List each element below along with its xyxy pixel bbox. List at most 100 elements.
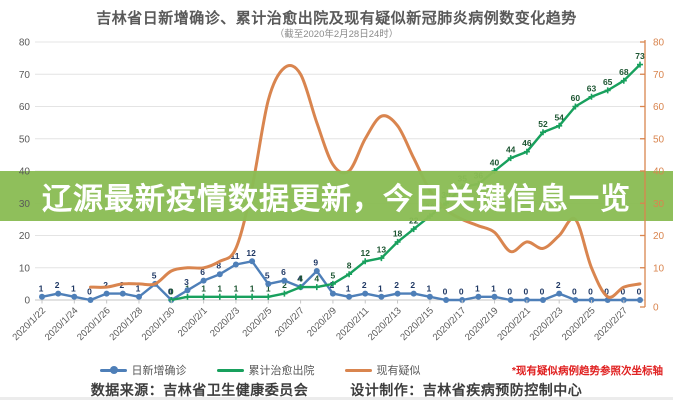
data-point-marker (346, 271, 353, 278)
data-point-label: 1 (71, 283, 76, 293)
data-point-label: 13 (377, 245, 387, 255)
left-axis-tick-label: 60 (19, 102, 31, 113)
data-point-label: 0 (523, 287, 528, 297)
x-axis-tick-label: 2020/2/15 (398, 305, 436, 343)
x-axis-tick-label: 2020/1/22 (10, 305, 48, 343)
data-point-label: 5 (152, 270, 157, 280)
legend-item-current-suspected: 现有疑似 (344, 362, 421, 378)
secondary-axis-note: *现有疑似病例趋势参照次坐标轴 (511, 365, 663, 377)
data-point-label: 6 (200, 267, 205, 277)
x-axis-tick-label: 2020/2/23 (528, 305, 566, 343)
data-point-label: 2 (103, 280, 108, 290)
data-point-marker (604, 297, 611, 303)
data-point-label: 12 (361, 248, 371, 258)
left-axis-tick-label: 20 (19, 231, 31, 242)
overlay-banner: 辽源最新疫情数据更新，今日关键信息一览 (0, 171, 673, 221)
data-point-label: 1 (217, 283, 222, 293)
data-point-marker (346, 293, 353, 300)
data-point-marker (265, 280, 272, 287)
data-point-marker (297, 284, 304, 291)
data-point-marker (329, 280, 336, 287)
data-point-label: 1 (491, 283, 496, 293)
data-point-label: 1 (185, 283, 190, 293)
data-point-label: 4 (297, 274, 302, 284)
data-point-marker (426, 293, 433, 300)
data-point-label: 2 (119, 280, 124, 290)
data-point-marker (378, 293, 385, 300)
data-point-label: 2 (410, 280, 415, 290)
x-axis-tick-label: 2020/1/26 (75, 305, 113, 343)
data-point-marker (200, 293, 207, 300)
right-axis-tick-label: 70 (653, 70, 665, 81)
data-point-label: 1 (39, 283, 44, 293)
data-point-marker (362, 290, 369, 297)
data-point-marker (313, 284, 320, 291)
data-point-marker (637, 297, 643, 303)
right-axis-tick-label: 20 (653, 231, 665, 242)
data-point-marker (200, 277, 207, 284)
data-point-label: 2 (362, 280, 367, 290)
data-point-label: 65 (603, 77, 613, 87)
data-point-marker (491, 293, 498, 300)
daily-new-line-icon (99, 366, 127, 374)
data-point-marker (281, 277, 288, 284)
x-axis-tick-label: 2020/2/3 (208, 305, 242, 339)
data-point-marker (249, 258, 256, 265)
data-point-marker (281, 290, 288, 297)
x-axis-tick-label: 2020/2/7 (273, 305, 307, 339)
data-point-label: 4 (298, 274, 303, 284)
data-point-marker (168, 297, 175, 303)
data-point-label: 1 (266, 283, 271, 293)
data-point-marker (378, 255, 385, 262)
data-point-marker (443, 297, 450, 303)
data-point-label: 12 (246, 248, 256, 258)
x-axis-tick-label: 2020/2/25 (560, 305, 598, 343)
data-point-marker (394, 238, 401, 245)
data-point-label: 0 (620, 287, 625, 297)
data-point-label: 2 (282, 280, 287, 290)
left-axis-tick-label: 0 (24, 296, 30, 307)
data-point-marker (249, 293, 256, 300)
data-point-marker (394, 290, 401, 297)
right-axis-tick-label: 0 (653, 303, 659, 314)
data-point-label: 5 (265, 270, 270, 280)
data-point-label: 44 (506, 145, 516, 155)
data-point-marker (588, 297, 595, 303)
data-point-marker (588, 93, 595, 100)
data-point-label: 2 (394, 280, 399, 290)
x-axis-tick-label: 2020/2/1 (176, 305, 210, 339)
series-daily-new-line (39, 258, 643, 303)
data-point-label: 1 (378, 283, 383, 293)
data-point-marker (523, 148, 530, 155)
left-axis-tick-label: 70 (19, 70, 31, 81)
data-point-marker (507, 155, 514, 162)
x-axis-tick-label: 2020/1/24 (43, 305, 81, 343)
data-point-label: 0 (572, 287, 577, 297)
data-point-marker (572, 297, 579, 303)
data-point-label: 0 (169, 287, 174, 297)
data-point-marker (39, 293, 45, 300)
data-point-label: 1 (346, 283, 351, 293)
data-point-marker (507, 297, 514, 303)
data-point-label: 0 (637, 287, 642, 297)
data-point-marker (184, 287, 191, 294)
x-axis-tick-label: 2020/1/30 (140, 305, 178, 343)
data-point-label: 0 (87, 287, 92, 297)
legend-label-cumulative-cured: 累计治愈出院 (248, 365, 315, 377)
data-point-marker (540, 297, 546, 303)
data-point-marker (87, 297, 94, 303)
data-point-marker (604, 87, 611, 94)
data-point-label: 63 (587, 83, 597, 93)
data-point-marker (119, 290, 126, 297)
data-point-marker (216, 271, 223, 278)
data-point-marker (329, 290, 336, 297)
data-point-marker (556, 122, 563, 129)
data-point-label: 1 (250, 283, 255, 293)
data-point-label: 1 (201, 283, 206, 293)
data-point-label: 0 (540, 287, 545, 297)
data-point-label: 0 (507, 287, 512, 297)
x-axis-tick-label: 2020/2/11 (334, 305, 371, 342)
data-point-marker (459, 297, 466, 303)
data-point-marker (103, 290, 110, 297)
